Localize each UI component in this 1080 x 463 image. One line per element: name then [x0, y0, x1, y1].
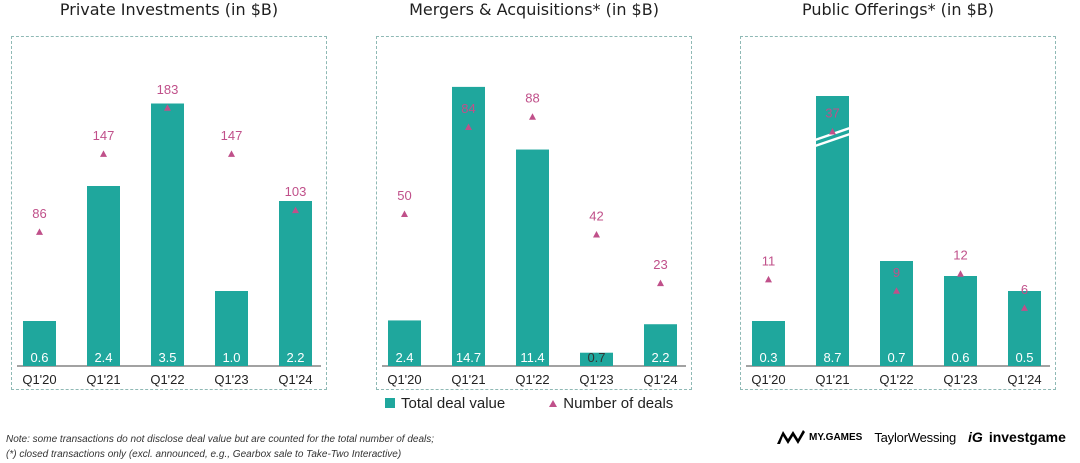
mergers-acquisitions-chart: 2.4 50 Q1'20 14.7 84 Q1'21 11.4 88 Q1'22 0.7 42 Q1'…	[382, 86, 686, 387]
bar-value-label: 8.7	[823, 350, 841, 365]
deals-marker	[593, 230, 600, 238]
x-tick-label: Q1'22	[515, 372, 549, 387]
deals-marker	[529, 113, 536, 120]
investgame-mark-icon: iG	[968, 429, 983, 445]
bar-value-label: 0.6	[951, 350, 969, 365]
bar-q1-22	[151, 103, 184, 366]
deals-count-label: 12	[953, 248, 967, 263]
mygames-logo-text: MY.GAMES	[809, 431, 863, 443]
investgame-logo: investgame	[988, 429, 1066, 445]
x-tick-label: Q1'21	[86, 372, 120, 387]
x-tick-label: Q1'24	[1007, 372, 1041, 387]
deals-marker	[765, 275, 772, 283]
deals-marker	[228, 150, 235, 157]
deals-count-label: 11	[762, 253, 776, 268]
public-offerings-chart: 0.3 11 Q1'20 8.7 37 Q1'21 0.7 9 Q1'22 0.6 12 Q1'23 0…	[746, 96, 1050, 387]
legend-triangle-icon	[549, 399, 558, 407]
chart-legend: Total deal value Number of deals	[385, 392, 673, 414]
bar-value-label: 2.2	[651, 350, 669, 365]
bar-q1-23	[944, 276, 977, 366]
x-tick-label: Q1'20	[387, 372, 421, 387]
footnote-closed-transactions: (*) closed transactions only (excl. anno…	[6, 449, 402, 460]
bar-value-label: 0.7	[887, 350, 905, 365]
footnote-disclosure: Note: some transactions do not disclose …	[6, 434, 435, 445]
bar-value-label: 14.7	[456, 350, 481, 365]
deals-count-label: 6	[1021, 282, 1028, 297]
deals-marker	[36, 228, 43, 235]
x-tick-label: Q1'24	[278, 372, 312, 387]
legend-marker-label: Number of deals	[563, 394, 674, 412]
bar-q1-21	[87, 186, 120, 366]
x-tick-label: Q1'20	[751, 372, 785, 387]
deals-count-label: 42	[589, 208, 603, 223]
x-tick-label: Q1'23	[579, 372, 613, 387]
chart-title-private-investments: Private Investments (in $B)	[59, 0, 279, 19]
mygames-logo: MY.GAMES	[776, 428, 862, 446]
deals-marker	[657, 279, 664, 287]
bar-q1-22	[516, 149, 549, 366]
private-investments-chart: 0.6 86 Q1'20 2.4 147 Q1'21 3.5 183 Q1'22 1.0 147 Q1…	[17, 82, 321, 387]
x-tick-label: Q1'23	[943, 372, 977, 387]
chart-title-mergers-acquisitions: Mergers & Acquisitions* (in $B)	[409, 0, 659, 19]
bar-q1-24	[279, 201, 312, 366]
x-tick-label: Q1'22	[150, 372, 184, 387]
deals-count-label: 50	[397, 188, 411, 203]
deals-count-label: 103	[285, 184, 307, 199]
chart-frame-public-offerings	[740, 36, 1056, 390]
bar-value-label: 2.2	[286, 350, 304, 365]
deals-count-label: 147	[93, 128, 115, 143]
x-tick-label: Q1'21	[451, 372, 485, 387]
bar-q1-20	[388, 320, 421, 366]
bar-q1-20	[752, 321, 785, 366]
bar-q1-23	[215, 291, 248, 366]
bar-q1-21	[452, 86, 485, 366]
bar-value-label: 2.4	[94, 350, 112, 365]
deals-count-label: 88	[525, 91, 539, 106]
bar-q1-24	[644, 324, 677, 366]
bar-value-label: 3.5	[158, 350, 176, 365]
chart-frame-mergers-acquisitions	[376, 36, 692, 390]
deals-marker	[100, 150, 107, 157]
bar-q1-23	[580, 352, 613, 366]
x-tick-label: Q1'23	[214, 372, 248, 387]
sponsor-logos: MY.GAMES TaylorWessing iG investgame	[776, 424, 1066, 450]
x-tick-label: Q1'22	[879, 372, 913, 387]
bar-q1-20	[23, 321, 56, 366]
bar-value-label: 0.5	[1015, 350, 1033, 365]
legend-bar-label: Total deal value	[401, 394, 506, 412]
deals-count-label: 9	[893, 265, 900, 280]
bar-value-label: 0.3	[759, 350, 777, 365]
deals-marker	[957, 270, 964, 277]
deals-marker	[1021, 304, 1028, 311]
x-tick-label: Q1'24	[643, 372, 677, 387]
deals-marker	[401, 210, 408, 217]
deals-marker	[893, 287, 900, 294]
bar-q1-24	[1008, 291, 1041, 366]
deals-marker	[164, 104, 171, 111]
deals-count-label: 147	[221, 128, 243, 143]
bar-value-label: 0.7	[587, 350, 605, 365]
deals-count-label: 23	[653, 257, 667, 272]
taylorwessing-logo: TaylorWessing	[874, 429, 957, 445]
deals-marker	[465, 123, 472, 130]
mygames-mark-icon	[777, 430, 805, 444]
chart-title-public-offerings: Public Offerings* (in $B)	[802, 0, 994, 19]
bar-value-label: 1.0	[222, 350, 240, 365]
deals-marker	[292, 206, 299, 214]
bar-value-label: 0.6	[30, 350, 48, 365]
bar-q1-22	[880, 261, 913, 366]
chart-frame-private-investments	[11, 36, 327, 390]
deals-count-label: 86	[32, 206, 46, 221]
legend-bar-swatch	[385, 398, 395, 408]
deals-count-label: 37	[825, 106, 839, 121]
deals-marker	[829, 128, 836, 135]
deals-count-label: 84	[461, 101, 475, 116]
bar-value-label: 2.4	[395, 350, 413, 365]
x-tick-label: Q1'20	[22, 372, 56, 387]
deals-count-label: 183	[157, 82, 179, 97]
bar-value-label: 11.4	[520, 350, 544, 365]
x-tick-label: Q1'21	[815, 372, 849, 387]
